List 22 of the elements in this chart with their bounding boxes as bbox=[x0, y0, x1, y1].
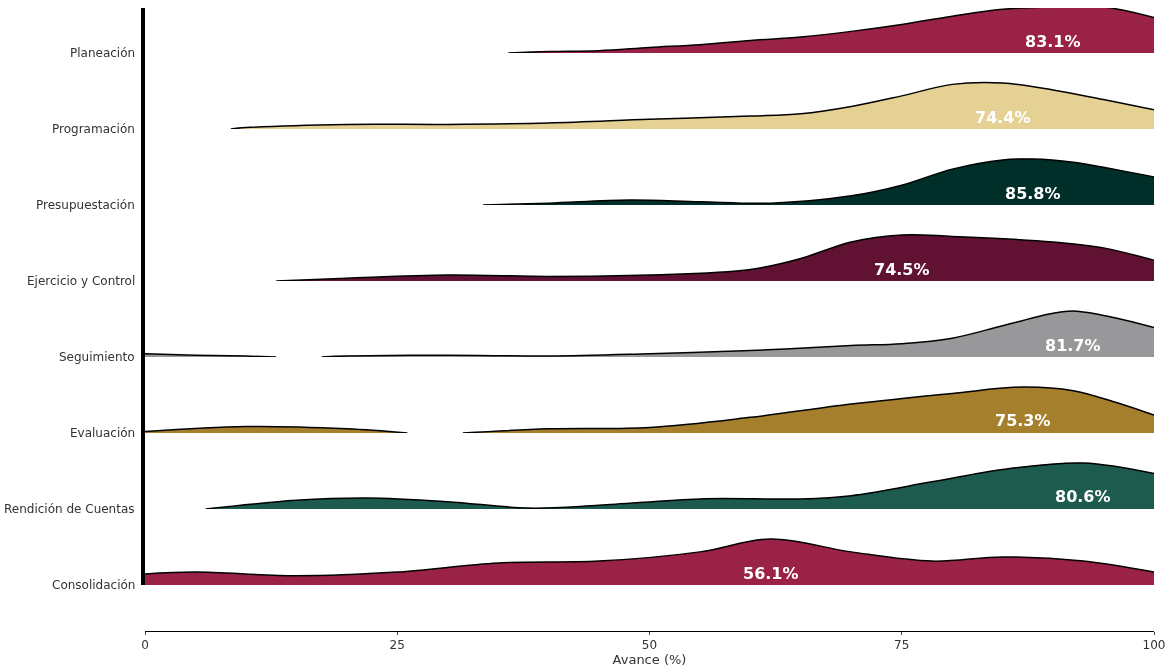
text: Ejercicio y Control bbox=[27, 274, 136, 288]
text: Planeación bbox=[70, 46, 136, 60]
text: Programación bbox=[52, 122, 135, 136]
annotation: 74.5% bbox=[874, 260, 930, 279]
annotation: 75.3% bbox=[995, 411, 1051, 430]
annotation: 83.1% bbox=[1025, 32, 1081, 51]
x-tick-label: 75 bbox=[894, 638, 910, 653]
annotation: 80.6% bbox=[1055, 487, 1111, 506]
series-label: Seguimiento bbox=[59, 350, 135, 364]
annotation: 85.8% bbox=[1005, 184, 1061, 203]
x-tick-label: 0 bbox=[141, 638, 149, 653]
x-axis-title: Avance (%) bbox=[612, 652, 687, 668]
series-label: Evaluación bbox=[70, 426, 136, 440]
x-tick-label: 100 bbox=[1142, 638, 1166, 653]
annotation: 56.1% bbox=[743, 564, 799, 583]
annotation: 81.7% bbox=[1045, 336, 1101, 355]
annotation: 74.4% bbox=[975, 108, 1031, 127]
x-tick-label: 25 bbox=[389, 638, 405, 653]
x-tick-label: 50 bbox=[641, 638, 658, 653]
text: Rendición de Cuentas bbox=[4, 502, 135, 516]
text: Presupuestación bbox=[36, 198, 135, 212]
series-label: Consolidación bbox=[52, 578, 136, 592]
